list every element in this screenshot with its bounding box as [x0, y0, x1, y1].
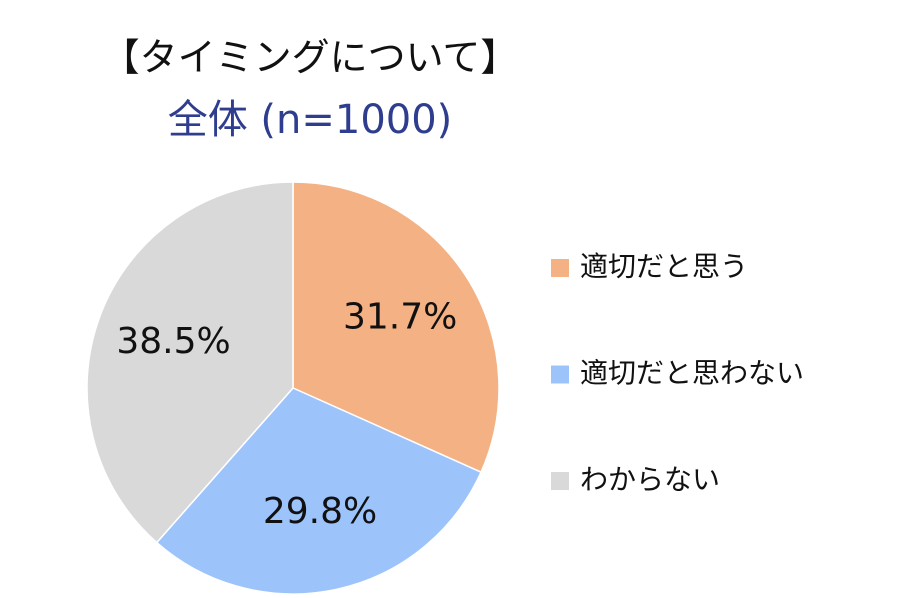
chart-title: 【タイミングについて】: [102, 36, 519, 80]
pie-slice: [86, 181, 294, 544]
pie-slice: [155, 387, 483, 595]
legend-swatch: [551, 472, 569, 490]
legend-swatch: [551, 365, 569, 384]
legend-swatch: [551, 259, 569, 277]
data-label: 38.5%: [116, 321, 230, 362]
data-label: 29.8%: [263, 491, 377, 532]
legend-label: 適切だと思わない: [580, 357, 804, 390]
legend-label: わからない: [580, 463, 720, 496]
data-label: 31.7%: [343, 297, 457, 338]
legend-label: 適切だと思う: [580, 250, 748, 283]
pie-slice: [292, 181, 500, 474]
chart-subtitle: 全体 (n=1000): [168, 97, 453, 143]
